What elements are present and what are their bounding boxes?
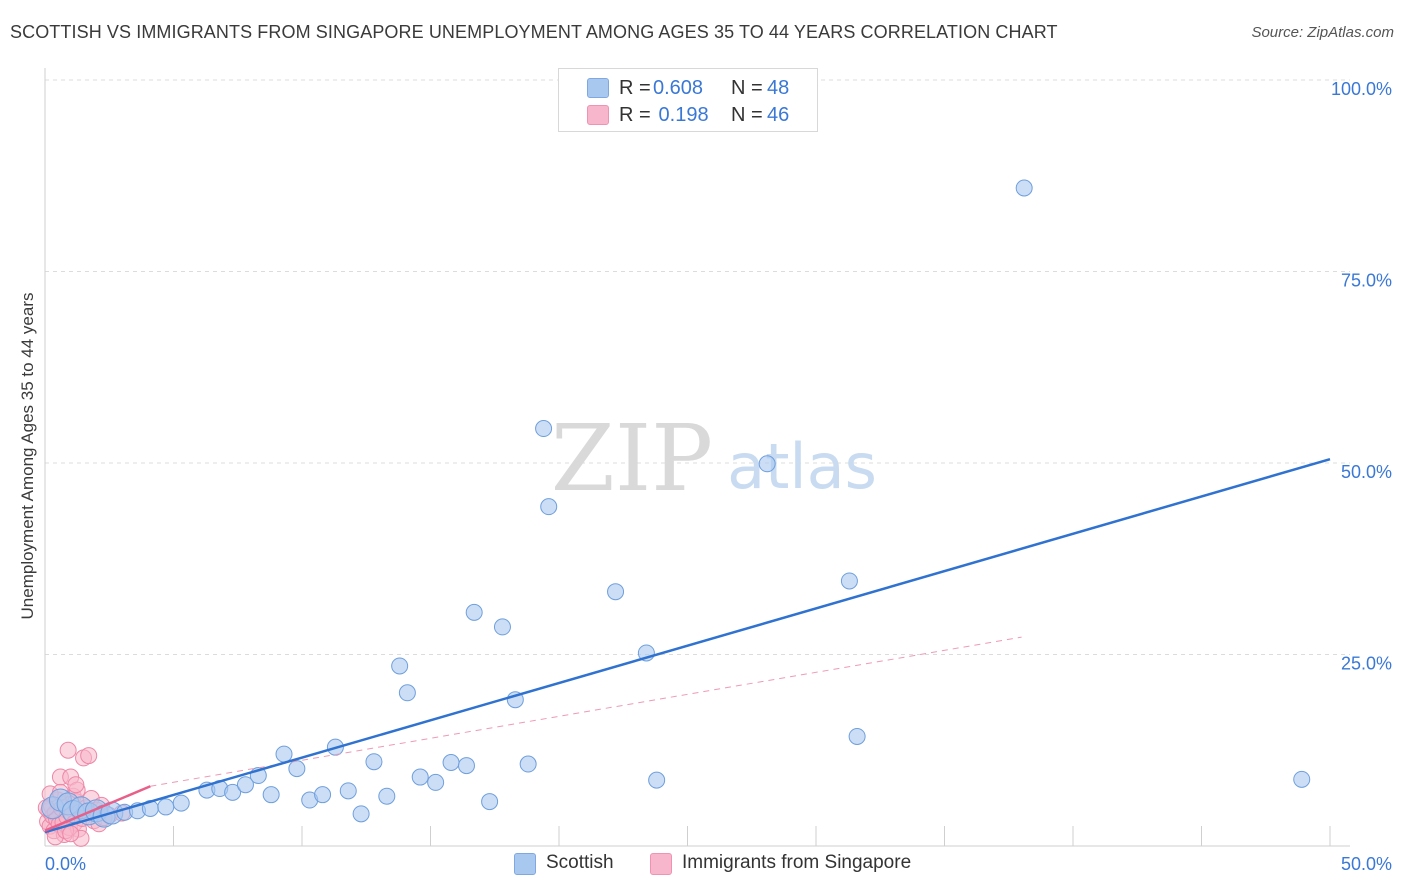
axes bbox=[44, 68, 1350, 847]
point-scottish bbox=[840, 572, 858, 590]
y-tick-label: 100.0% bbox=[1331, 79, 1392, 99]
trend-line-singapore bbox=[44, 785, 151, 832]
point-scottish bbox=[493, 618, 511, 636]
watermark-atlas: atlas bbox=[727, 430, 877, 503]
gridlines bbox=[45, 79, 1350, 655]
legend-stats: R = 0.608 N = 48 R = 0.198 N = 46 bbox=[558, 68, 818, 132]
point-scottish bbox=[224, 783, 242, 801]
legend-swatch-scottish bbox=[514, 853, 536, 875]
point-scottish bbox=[1293, 770, 1311, 788]
point-scottish bbox=[339, 782, 357, 800]
r-label: R = bbox=[619, 104, 651, 126]
point-scottish bbox=[411, 768, 429, 786]
point-singapore bbox=[62, 825, 80, 843]
legend-label: Scottish bbox=[546, 852, 614, 873]
trend-projection-singapore bbox=[150, 636, 1022, 787]
y-tick-label: 75.0% bbox=[1341, 271, 1392, 291]
point-singapore bbox=[59, 741, 77, 759]
point-scottish bbox=[378, 787, 396, 805]
point-scottish bbox=[391, 657, 409, 675]
n-label: N = bbox=[731, 77, 763, 99]
point-scottish bbox=[648, 771, 666, 789]
point-scottish bbox=[758, 455, 776, 473]
x-tick-label: 50.0% bbox=[1341, 854, 1392, 874]
source-label: Source: ZipAtlas.com bbox=[1251, 24, 1394, 41]
data-points bbox=[37, 179, 1311, 847]
point-singapore bbox=[67, 776, 85, 794]
point-scottish bbox=[442, 754, 460, 772]
watermark: ZIP atlas bbox=[551, 405, 877, 512]
point-scottish bbox=[398, 684, 416, 702]
point-scottish bbox=[275, 745, 293, 763]
legend-swatch-singapore bbox=[587, 105, 609, 125]
point-scottish bbox=[535, 420, 553, 438]
point-scottish bbox=[314, 786, 332, 804]
point-scottish bbox=[352, 805, 370, 823]
point-scottish bbox=[519, 755, 537, 773]
trend-lines bbox=[44, 457, 1331, 834]
point-scottish bbox=[540, 498, 558, 516]
point-scottish bbox=[1015, 179, 1033, 197]
r-value: 0.608 bbox=[653, 77, 704, 99]
chart-title: SCOTTISH VS IMMIGRANTS FROM SINGAPORE UN… bbox=[10, 22, 1058, 42]
legend-swatch-scottish bbox=[587, 78, 609, 98]
y-tick-label: 25.0% bbox=[1341, 654, 1392, 674]
watermark-zip: ZIP bbox=[551, 405, 713, 512]
point-scottish bbox=[607, 583, 625, 601]
point-scottish bbox=[288, 760, 306, 778]
point-scottish bbox=[262, 786, 280, 804]
n-label: N = bbox=[731, 104, 763, 126]
x-tick-label: 0.0% bbox=[45, 854, 86, 874]
legend-swatch-singapore bbox=[650, 853, 672, 875]
point-scottish bbox=[457, 757, 475, 775]
trend-line-scottish bbox=[44, 457, 1331, 834]
point-singapore bbox=[80, 747, 98, 765]
point-scottish bbox=[365, 753, 383, 771]
point-scottish bbox=[481, 793, 499, 811]
y-tick-label: 50.0% bbox=[1341, 462, 1392, 482]
point-scottish bbox=[465, 603, 483, 621]
point-scottish bbox=[427, 773, 445, 791]
r-value: 0.198 bbox=[653, 104, 709, 126]
r-label: R = bbox=[619, 77, 651, 99]
point-scottish bbox=[848, 727, 866, 745]
tick-labels: 100.0% 75.0% 50.0% 25.0% 0.0% 50.0% bbox=[45, 79, 1392, 874]
point-scottish bbox=[172, 794, 190, 812]
point-scottish bbox=[236, 776, 254, 794]
point-scottish bbox=[157, 798, 175, 816]
n-value: 46 bbox=[767, 104, 790, 126]
n-value: 48 bbox=[767, 77, 790, 99]
legend-label: Immigrants from Singapore bbox=[682, 852, 912, 873]
